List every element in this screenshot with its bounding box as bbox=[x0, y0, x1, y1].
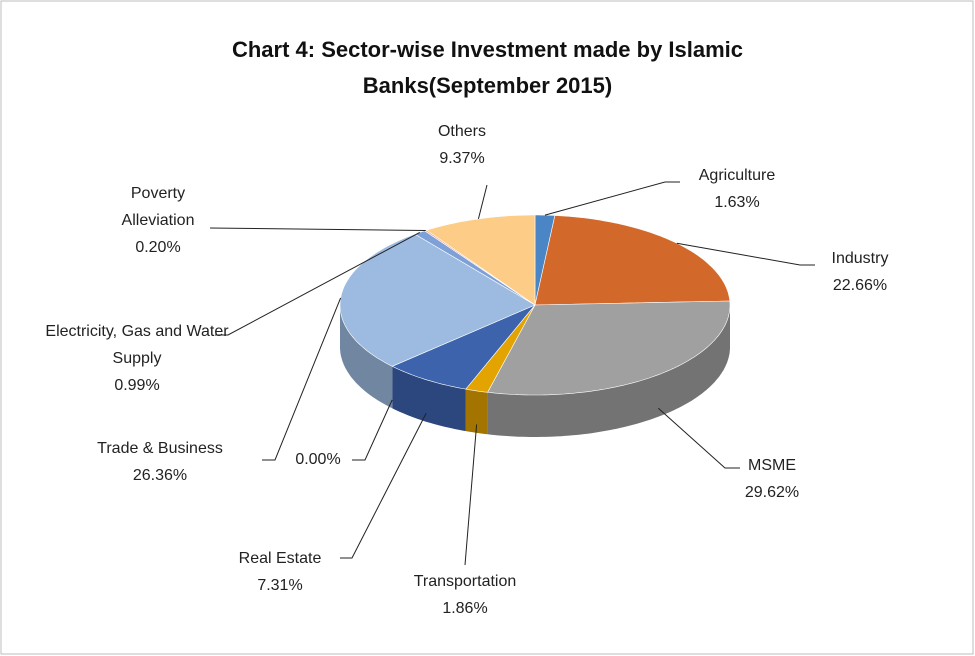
label-name: Transportation bbox=[413, 573, 517, 590]
data-label: Industry 22.66% bbox=[805, 245, 915, 299]
data-label: MSME 29.62% bbox=[717, 452, 827, 506]
label-value: 7.31% bbox=[257, 577, 303, 594]
slice-side bbox=[340, 305, 393, 409]
leader-line bbox=[544, 181, 680, 216]
label-value: 0.00% bbox=[295, 451, 341, 468]
leader-line bbox=[477, 184, 488, 219]
leader-line bbox=[352, 399, 393, 461]
data-label: Trade & Business 26.36% bbox=[60, 435, 260, 489]
slice bbox=[487, 300, 731, 396]
slice bbox=[534, 215, 731, 306]
label-name: Electricity, Gas and Water Supply bbox=[45, 323, 229, 367]
slice bbox=[426, 214, 536, 306]
label-value: 22.66% bbox=[832, 277, 888, 294]
label-value: 0.99% bbox=[114, 377, 160, 394]
data-label: 0.00% bbox=[278, 446, 358, 473]
label-value: 9.37% bbox=[439, 150, 485, 167]
leader-line bbox=[464, 424, 478, 566]
label-value: 26.36% bbox=[132, 467, 188, 484]
data-label: Poverty Alleviation 0.20% bbox=[93, 180, 223, 261]
label-name: Industry bbox=[831, 250, 889, 267]
slice-side bbox=[487, 305, 730, 437]
slice bbox=[465, 304, 536, 393]
label-name: Trade & Business bbox=[97, 440, 223, 457]
leader-line bbox=[658, 407, 740, 469]
leader-line bbox=[209, 227, 426, 231]
leader-line bbox=[676, 242, 815, 266]
chart-title: Chart 4: Sector-wise Investment made by … bbox=[231, 37, 744, 98]
label-name: MSME bbox=[748, 457, 796, 474]
data-label: Agriculture 1.63% bbox=[677, 162, 797, 216]
data-label: Others 9.37% bbox=[412, 118, 512, 172]
slice bbox=[391, 304, 536, 390]
label-name: Agriculture bbox=[698, 167, 776, 184]
data-label: Real Estate 7.31% bbox=[220, 545, 340, 599]
slice-side bbox=[392, 366, 466, 432]
label-value: 1.63% bbox=[714, 194, 760, 211]
label-value: 29.62% bbox=[744, 484, 800, 501]
data-label: Electricity, Gas and Water Supply 0.99% bbox=[37, 318, 237, 399]
label-name: Real Estate bbox=[238, 550, 322, 567]
leader-line bbox=[340, 413, 427, 559]
slice-side bbox=[465, 389, 488, 435]
label-value: 0.20% bbox=[135, 239, 181, 256]
data-label: Transportation 1.86% bbox=[390, 568, 540, 622]
leader-line bbox=[215, 231, 420, 336]
label-name: Poverty Alleviation bbox=[121, 185, 195, 229]
leader-line bbox=[262, 297, 342, 461]
label-name: Others bbox=[437, 123, 486, 140]
label-value: 1.86% bbox=[442, 600, 488, 617]
